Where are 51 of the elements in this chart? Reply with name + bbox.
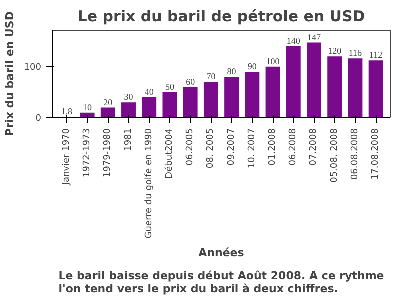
data-label: 90	[248, 61, 258, 72]
data-label: 147	[307, 32, 322, 42]
x-tick-label: 06.2005	[186, 128, 196, 166]
x-tick-label: 1972-1973	[82, 128, 93, 178]
x-tick-label: Janvier 1970	[62, 128, 72, 186]
data-label: 20	[104, 97, 114, 108]
data-label: 100	[266, 56, 280, 66]
x-tick-label: 09.2007	[226, 128, 237, 166]
bar	[120, 102, 137, 118]
data-label: 1.8	[61, 106, 74, 117]
data-label: 50	[165, 82, 175, 92]
data-label: 30	[124, 92, 134, 102]
x-tick-label: 1981	[124, 128, 134, 152]
data-label: 60	[186, 76, 196, 87]
bar	[347, 58, 364, 118]
x-tick-label: 06.08.2008	[350, 128, 360, 180]
bar	[141, 96, 158, 118]
text: Le baril baisse depuis début Août 2008. A ce rythme l'on tend vers le prix du baril à deux chiffres.	[58, 270, 384, 296]
data-label: 80	[227, 66, 237, 77]
x-tick-label: 1979-1980	[103, 128, 114, 178]
bar	[162, 91, 178, 118]
bar	[326, 56, 344, 118]
x-tick-label: 01.2008	[268, 128, 278, 166]
x-tick-label: 17.08.2008	[371, 128, 382, 180]
chart-title: Le prix du baril de pétrole en USD	[78, 8, 366, 26]
x-axis-title: Années	[198, 246, 245, 260]
bar	[306, 42, 322, 118]
bar	[224, 76, 240, 118]
x-tick-label: 06.2008	[288, 128, 299, 166]
data-label: 40	[144, 87, 154, 98]
bar	[368, 60, 384, 118]
data-label: 70	[206, 72, 216, 82]
x-tick-label: Début2004	[164, 128, 175, 179]
bar	[264, 66, 282, 118]
x-tick-label: 08. 2005	[206, 128, 216, 169]
data-label: 10	[83, 102, 93, 112]
x-tick-label: 07.2008	[309, 128, 320, 166]
bar	[100, 106, 116, 118]
data-label: 120	[328, 46, 342, 56]
bar	[244, 70, 261, 118]
y-axis-title: Prix du baril en USD	[3, 12, 16, 136]
bar	[182, 86, 199, 118]
bar	[285, 45, 302, 118]
y-tick-label: 0	[36, 114, 42, 124]
x-tick-label: Guerre du golfe en 1990	[144, 128, 154, 239]
data-label: 112	[369, 50, 383, 60]
bar	[202, 81, 220, 118]
x-tick-label: 10. 2007	[247, 128, 258, 169]
data-label: 140	[286, 36, 301, 46]
x-tick-label: 05.08. 2008	[330, 128, 340, 183]
data-label: 116	[348, 48, 363, 58]
